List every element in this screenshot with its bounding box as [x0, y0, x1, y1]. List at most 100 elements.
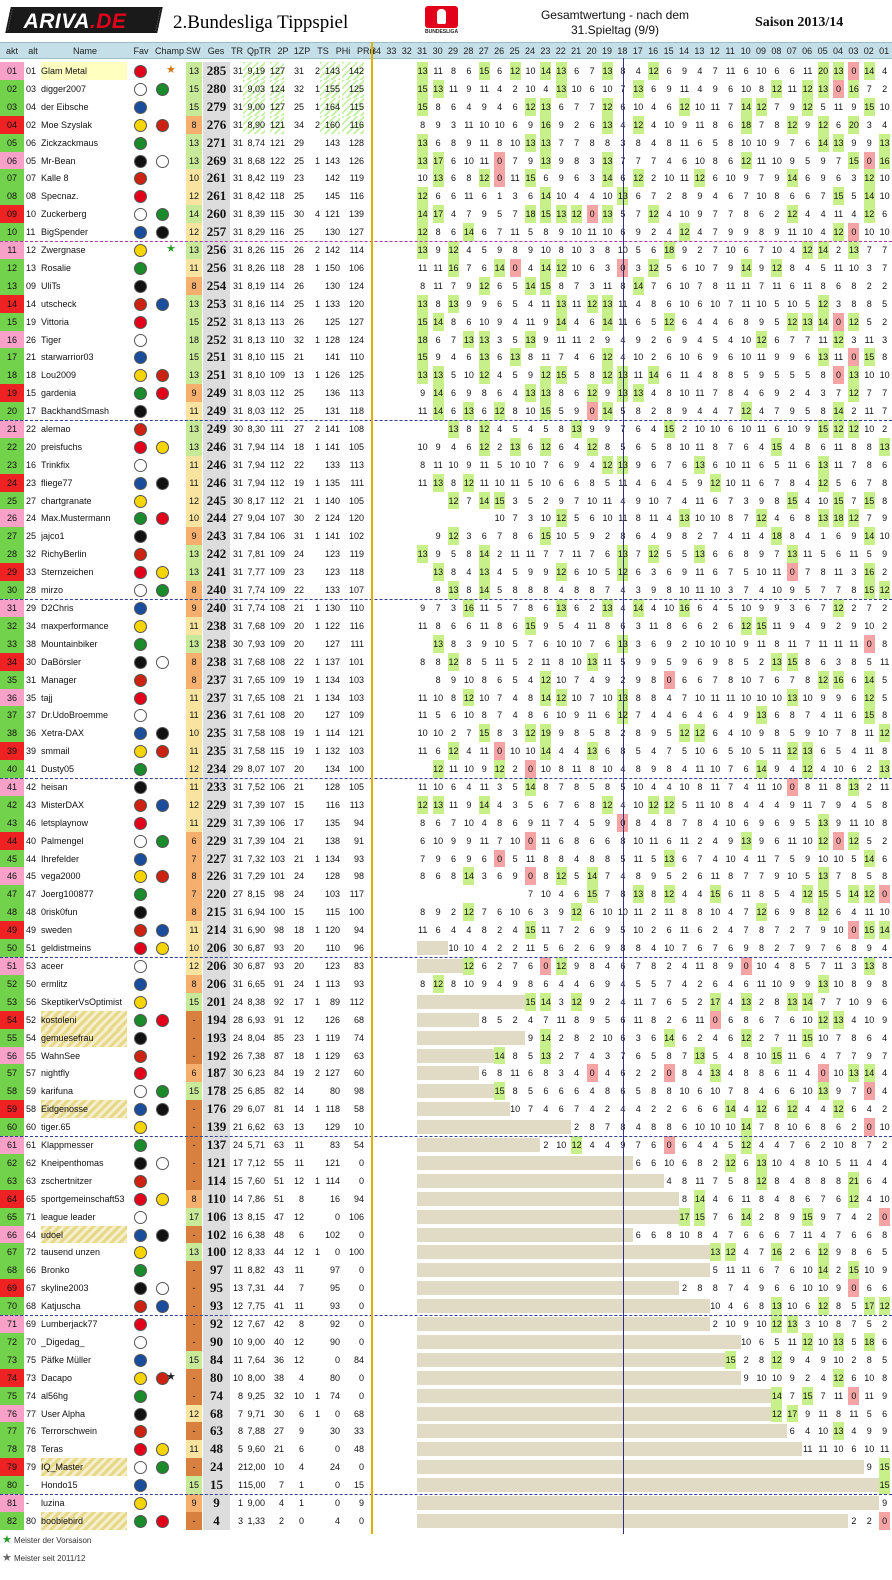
player-name[interactable]: Kneipenthomas: [41, 1158, 104, 1168]
player-name[interactable]: Hondo15: [41, 1480, 78, 1490]
table-row[interactable]: 16 26 Tiger 18 252 31 8,13 110 32 1 128 124 18 6 7 13 13…: [0, 331, 892, 349]
player-name[interactable]: Specnaz.: [41, 191, 79, 201]
player-name[interactable]: Terrorschwein: [41, 1426, 98, 1436]
table-row[interactable]: 74 73 Dacapo ★ -80 10 8,00 38 4 80 0 9 10 10 9 2 4 12 6 10 8: [0, 1369, 892, 1387]
player-name[interactable]: WahnSee: [41, 1051, 81, 1061]
table-row[interactable]: 34 30 DaBörsler 8 238 31 7,68 108 22 1 137 101 8 8 12 8…: [0, 653, 892, 671]
table-row[interactable]: 77 76 Terrorschwein -63 8 7,88 27 9 30 33 6 4 10 13 4 9…: [0, 1422, 892, 1440]
player-name[interactable]: Mountainbiker: [41, 639, 98, 649]
table-row[interactable]: 27 25 jajco1 9 243 31 7,84 106 31 1 141 102 9 12 3 6 7 8 6…: [0, 527, 892, 545]
player-name[interactable]: UliTs: [41, 281, 61, 291]
player-name[interactable]: aceer: [41, 961, 64, 971]
table-row[interactable]: 30 28 mirzo 8 240 31 7,74 109 22 133 107 8 13 8 14 5 8 8 8…: [0, 581, 892, 599]
table-row[interactable]: 36 35 tajj 11 237 31 7,65 108 21 1 134 103 11 10 8 12 10…: [0, 689, 892, 707]
table-row[interactable]: 39 39 smmail 11 235 31 7,58 115 19 1 132 103 11 6 12 4 1…: [0, 742, 892, 760]
player-name[interactable]: Katjuscha: [41, 1301, 81, 1311]
player-name[interactable]: mirzo: [41, 585, 63, 595]
player-name[interactable]: luzina: [41, 1498, 65, 1508]
table-row[interactable]: 61 61 Klappmesser -137 24 5,71 63 11 83 54 2 10 12 4 4…: [0, 1136, 892, 1154]
table-row[interactable]: 09 10 Zuckerberg 14 260 31 8,39 115 30 4 121 139 14 1…: [0, 205, 892, 223]
table-row[interactable]: 02 03 digger2007 15 280 31 9,03 124 32 1 155 125 15 1…: [0, 80, 892, 98]
table-row[interactable]: 35 31 Manager 8 237 31 7,65 109 19 1 134 103 8 9 10 8 6 5…: [0, 671, 892, 689]
player-name[interactable]: Eidgenosse: [41, 1100, 127, 1118]
table-row[interactable]: 43 46 letsplaynow 11 229 31 7,39 106 17 135 94 8 6 7 1…: [0, 814, 892, 832]
table-row[interactable]: 70 68 Katjuscha -93 12 7,75 41 11 93 0 10 4 6 8 13 10 6 1…: [0, 1297, 892, 1315]
table-row[interactable]: 37 37 Dr.UdoBroemme 11 236 31 7,61 108 20 127 109 1…: [0, 706, 892, 724]
player-name[interactable]: Klappmesser: [41, 1140, 94, 1150]
table-row[interactable]: 45 44 Ihrefelder 7 227 31 7,32 103 21 1 134 93 7 9 6 9 6…: [0, 850, 892, 868]
player-name[interactable]: chartgranate: [41, 496, 92, 506]
table-row[interactable]: 23 16 Trinkfix 11 246 31 7,94 112 22 133 113 8 11 10 9…: [0, 456, 892, 474]
player-name[interactable]: Max.Mustermann: [41, 513, 111, 523]
table-row[interactable]: 41 42 heisan 11 233 31 7,52 106 21 128 105 11 10 6 4 11…: [0, 778, 892, 796]
table-row[interactable]: 31 29 D2Chris 9 240 31 7,74 108 21 1 130 110 9 7 3 16 11…: [0, 599, 892, 617]
player-name[interactable]: Moe Szyslak: [41, 120, 93, 130]
table-row[interactable]: 52 50 ermlitz 8 206 31 6,65 91 24 1 113 93 8 12 8 10 9 4 9…: [0, 975, 892, 993]
player-name[interactable]: 0risk0fun: [41, 907, 78, 917]
table-row[interactable]: 76 77 User Alpha 12 68 7 9,71 30 6 1 0 68 12 17 9 11 8 11…: [0, 1405, 892, 1423]
player-name[interactable]: Päfke Müller: [41, 1355, 92, 1365]
player-name[interactable]: Manager: [41, 675, 77, 685]
player-name[interactable]: Vittoria: [41, 317, 69, 327]
player-name[interactable]: IQ_Master: [41, 1458, 127, 1476]
player-name[interactable]: fliege77: [41, 478, 73, 488]
player-name[interactable]: sportgemeinschaft53: [41, 1194, 125, 1204]
table-row[interactable]: 14 14 utscheck 13 253 31 8,16 114 25 1 133 120 13 8 13…: [0, 295, 892, 313]
table-row[interactable]: 03 04 der Eibsche 15 279 31 9,00 127 25 1 164 115 15…: [0, 98, 892, 116]
table-row[interactable]: 54 52 kostoleni -194 28 6,93 91 12 126 68 8 5 2 4 7 11 8…: [0, 1011, 892, 1029]
player-name[interactable]: league leader: [41, 1212, 96, 1222]
player-name[interactable]: der Eibsche: [41, 102, 89, 112]
table-row[interactable]: 33 38 Mountainbiker 13 238 30 7,93 109 20 127 111 1…: [0, 635, 892, 653]
player-name[interactable]: tajj: [41, 693, 53, 703]
player-name[interactable]: Dr.UdoBroemme: [41, 710, 109, 720]
player-name[interactable]: RichyBerlin: [41, 549, 87, 559]
table-row[interactable]: 48 48 0risk0fun 8 215 31 6,94 100 15 115 100 8 9 2 12 7…: [0, 903, 892, 921]
table-row[interactable]: 24 23 fliege77 11 246 31 7,94 112 19 1 135 111 11 13 8…: [0, 474, 892, 492]
player-name[interactable]: Mr-Bean: [41, 156, 76, 166]
player-name[interactable]: kostoleni: [41, 1011, 127, 1029]
table-row[interactable]: 66 64 udoel -102 16 6,38 48 6 102 0 6 6 8 10 8 4 7 6 6 6 7 11…: [0, 1226, 892, 1244]
table-row[interactable]: 67 72 tausend unzen 13 100 12 8,33 44 12 1 0 100 13 1…: [0, 1243, 892, 1261]
player-name[interactable]: gardenia: [41, 388, 77, 398]
table-row[interactable]: 05 06 Zickzackmaus 13 271 31 8,74 121 29 143 128 13…: [0, 134, 892, 152]
player-name[interactable]: Teras: [41, 1444, 64, 1454]
player-name[interactable]: Dacapo: [41, 1373, 73, 1383]
player-name[interactable]: maxperformance: [41, 621, 109, 631]
table-row[interactable]: 29 33 Sternzeichen 13 241 31 7,77 109 23 123 118 13…: [0, 563, 892, 581]
player-name[interactable]: Zuckerberg: [41, 209, 87, 219]
player-name[interactable]: Lumberjack77: [41, 1319, 98, 1329]
table-row[interactable]: 55 54 gemuesefrau -193 24 8,04 85 23 1 119 74 9 14 2 8…: [0, 1029, 892, 1047]
player-name[interactable]: starwarrior03: [41, 352, 94, 362]
player-name[interactable]: DaBörsler: [41, 657, 82, 667]
table-row[interactable]: 19 15 gardenia 9 249 31 8,03 112 25 136 113 9 14 6 9 8 6…: [0, 384, 892, 402]
table-row[interactable]: 65 71 league leader 17 106 13 8,15 47 12 0 106 17 15…: [0, 1208, 892, 1226]
player-name[interactable]: User Alpha: [41, 1409, 86, 1419]
player-name[interactable]: Palmengel: [41, 836, 84, 846]
player-name[interactable]: Xetra-DAX: [41, 728, 85, 738]
player-name[interactable]: Trinkfix: [41, 460, 70, 470]
table-row[interactable]: 72 70 _Digedag_ -90 10 9,00 40 12 90 0 10 6 5 11 12 10 1…: [0, 1333, 892, 1351]
player-name[interactable]: Joerg100877: [41, 889, 94, 899]
table-row[interactable]: 38 36 Xetra-DAX 10 235 31 7,58 108 19 1 114 121 10 10…: [0, 724, 892, 742]
player-name[interactable]: gemuesefrau: [41, 1029, 127, 1047]
table-row[interactable]: 01 01 Glam Metal ★ 13 285 31 9,19 127 31 2 143 142 13…: [0, 62, 892, 80]
player-name[interactable]: Ihrefelder: [41, 854, 80, 864]
table-row[interactable]: 6060tiger.65-139216,62631312910287848861…: [0, 1118, 892, 1136]
player-name[interactable]: utscheck: [41, 299, 77, 309]
table-row[interactable]: 71 69 Lumberjack77-92 12 7,67 42 8 92 0 2 10 9 10 12 1…: [0, 1315, 892, 1333]
table-row[interactable]: 11 12 Zwergnase ★ 13 256 31 8,26 115 26 2 142 114 13 9…: [0, 241, 892, 259]
table-row[interactable]: 58 59 karifuna 15 178 25 6,85 82 14 80 98 15 8 5 6 6 6 4 8…: [0, 1082, 892, 1100]
table-row[interactable]: 64 65 sportgemeinschaft53 8 110 14 7,86 51 8 16 94…: [0, 1190, 892, 1208]
table-row[interactable]: 51 53 aceer 12 206 30 6,87 93 20 123 83 12 6 2 7 6 0 12 9 8…: [0, 957, 892, 975]
table-row[interactable]: 17 21 starwarrior03 15 251 31 8,10 115 21 141 110 1…: [0, 348, 892, 366]
player-name[interactable]: tausend unzen: [41, 1247, 101, 1257]
table-row[interactable]: 80- Hondo15 15 15 1 15,00 7 1 0 15 15: [0, 1476, 892, 1494]
player-name[interactable]: sweden: [41, 925, 73, 935]
player-name[interactable]: Dusty05: [41, 764, 75, 774]
table-row[interactable]: 63 63 zschertnitzer -114 15 7,60 51 12 1 114 0 4 8 11…: [0, 1172, 892, 1190]
table-row[interactable]: 12 13 Rosalie 11 256 31 8,26 118 28 1 150 106 11 11 16…: [0, 259, 892, 277]
table-row[interactable]: 50 51 geldistmeins 10 206 30 6,87 93 20 110 96 10 10…: [0, 939, 892, 957]
table-row[interactable]: 42 43 MisterDAX 12 229 31 7,39 107 15 116 113 12 13 1…: [0, 796, 892, 814]
table-row[interactable]: 62 62 Kneipenthomas -121 17 7,12 55 11 121 0 6 6 10 6…: [0, 1154, 892, 1172]
table-row[interactable]: 40 41 Dusty05 12 234 29 8,07 107 20 134 100 12 11 10 9…: [0, 760, 892, 778]
